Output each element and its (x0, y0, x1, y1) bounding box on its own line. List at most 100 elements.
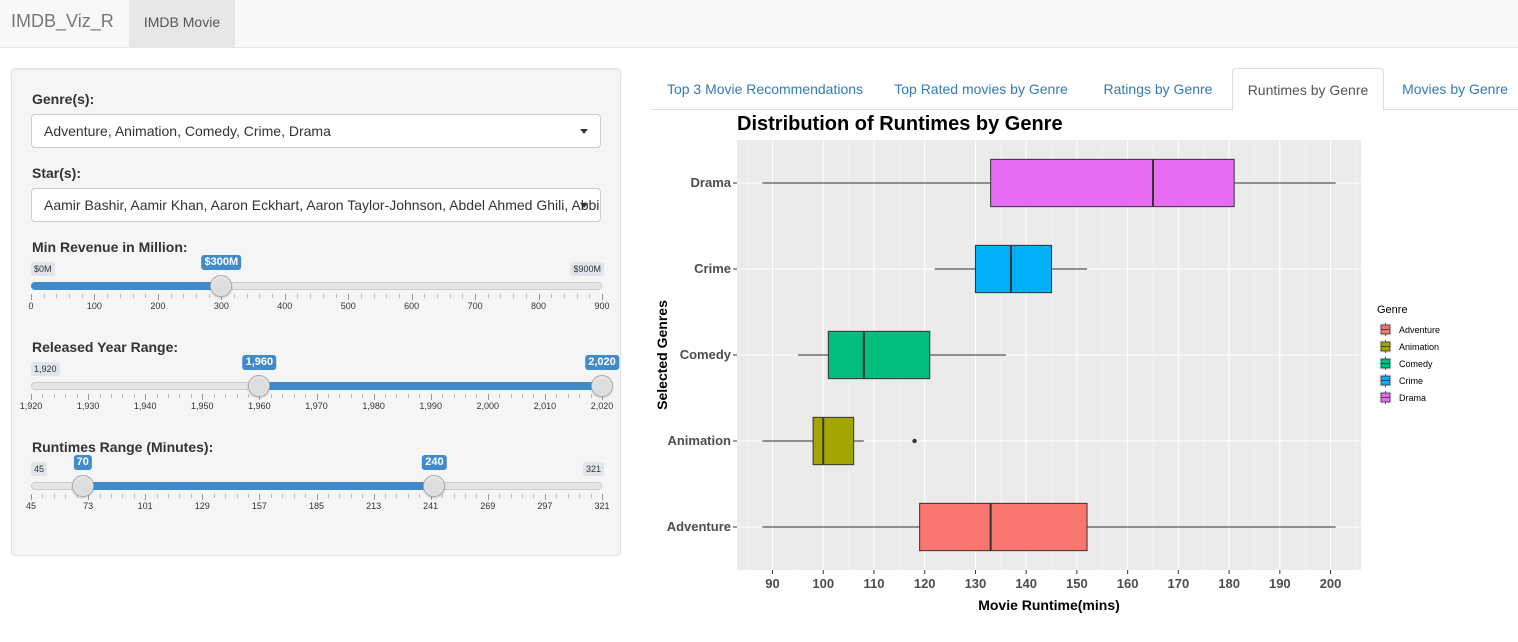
boxes (762, 158, 1336, 552)
runtime-tick-label: 157 (251, 501, 267, 511)
runtime-tick (259, 494, 261, 500)
year-minor-tick (464, 394, 466, 398)
year-label: Released Year Range: (32, 339, 179, 355)
runtime-minor-tick (305, 494, 307, 498)
year-min-label: 1,920 (31, 362, 60, 376)
box-crime (934, 244, 1088, 294)
runtime-tick (31, 494, 32, 500)
tab-runtimes-by-genre[interactable]: Runtimes by Genre (1232, 68, 1384, 111)
year-tick-label: 2,010 (533, 401, 557, 411)
app-brand[interactable]: IMDB_Viz_R (11, 11, 114, 31)
legend-label: Animation (1399, 342, 1439, 352)
runtime-minor-tick (339, 494, 341, 498)
year-minor-tick (247, 394, 249, 398)
revenue-minor-tick (500, 294, 502, 298)
revenue-minor-tick (107, 294, 109, 298)
runtime-minor-tick (476, 494, 478, 498)
box-animation (762, 416, 917, 466)
navbar: IMDB_Viz_R IMDB Movie (0, 0, 1518, 48)
revenue-tick (538, 294, 540, 300)
y-axis-label: Selected Genres (654, 300, 670, 410)
revenue-tick-label: 200 (150, 301, 166, 311)
runtime-from-handle[interactable] (71, 475, 94, 497)
revenue-minor-tick (195, 294, 197, 298)
year-minor-tick (362, 394, 364, 398)
revenue-minor-tick (170, 294, 172, 298)
runtime-tick (88, 494, 90, 500)
runtime-tick-label: 213 (366, 501, 382, 511)
runtime-minor-tick (42, 494, 44, 498)
revenue-minor-tick (183, 294, 185, 298)
revenue-minor-tick (360, 294, 362, 298)
year-minor-tick (327, 394, 329, 398)
year-tick-label: 1,980 (362, 401, 385, 411)
revenue-slider[interactable]: $0M $900M 0 100 200 300 400 500 600 700 800 900 $300… (28, 255, 610, 322)
revenue-minor-tick (81, 294, 83, 298)
year-minor-tick (282, 394, 284, 398)
runtime-minor-tick (419, 494, 421, 498)
runtime-minor-tick (133, 494, 135, 498)
year-minor-tick (133, 394, 135, 398)
tab-top-rated-by-genre[interactable]: Top Rated movies by Genre (894, 81, 1068, 97)
year-tick-label: 2,020 (590, 401, 614, 411)
year-from-handle[interactable] (248, 375, 271, 397)
revenue-minor-tick (525, 294, 527, 298)
legend-label: Drama (1399, 393, 1426, 403)
revenue-fill (31, 282, 222, 290)
nav-tab-imdb-movie[interactable]: IMDB Movie (129, 0, 235, 47)
revenue-minor-tick (208, 294, 210, 298)
revenue-tick (31, 294, 32, 300)
runtime-minor-tick (453, 494, 455, 498)
runtime-minor-tick (590, 494, 592, 498)
revenue-minor-tick (297, 294, 299, 298)
runtime-range-slider[interactable]: 45 321 45 73 101 129 157 185 213 241 269 297 321 70 24… (26, 455, 610, 522)
x-tick-label: 200 (1320, 576, 1342, 591)
tab-top3-recommendations[interactable]: Top 3 Movie Recommendations (666, 81, 864, 97)
tab-ratings-by-genre[interactable]: Ratings by Genre (1103, 81, 1213, 97)
runtime-minor-tick (522, 494, 524, 498)
revenue-minor-tick (69, 294, 71, 298)
year-tick (88, 394, 90, 400)
box-drama (762, 158, 1336, 208)
revenue-tick (284, 294, 286, 300)
runtime-to-value: 240 (422, 455, 447, 470)
year-minor-tick (110, 394, 112, 398)
runtime-minor-tick (179, 494, 181, 498)
year-minor-tick (590, 394, 592, 398)
chart-legend: Genre Adventure Animation Comedy Crime Drama (1377, 304, 1440, 404)
box-iqr (974, 244, 1053, 294)
runtime-tick-label: 185 (308, 501, 325, 511)
revenue-minor-tick (234, 294, 236, 298)
revenue-tick (411, 294, 413, 300)
tab-movies-by-genre[interactable]: Movies by Genre (1402, 81, 1508, 97)
runtime-to-handle[interactable] (423, 475, 446, 497)
runtime-minor-tick (499, 494, 501, 498)
revenue-tick-label: 700 (467, 301, 483, 311)
revenue-value-handle[interactable] (210, 275, 233, 297)
runtime-min-label: 45 (31, 462, 48, 476)
year-to-handle[interactable] (591, 375, 613, 397)
year-minor-tick (53, 394, 55, 398)
runtime-minor-tick (293, 494, 295, 498)
runtime-minor-tick (76, 494, 78, 498)
revenue-minor-tick (551, 294, 553, 298)
year-tick (373, 394, 375, 400)
year-range-slider[interactable]: 1,920 1,920 1,930 1,940 1,950 1,960 1,970 1,980… (20, 355, 619, 422)
runtime-minor-tick (65, 494, 67, 498)
year-minor-tick (305, 394, 307, 398)
runtime-minor-tick (122, 494, 124, 498)
stars-select[interactable]: Aamir Bashir, Aamir Khan, Aaron Eckhart,… (31, 188, 601, 222)
box-iqr (812, 416, 855, 466)
year-minor-tick (476, 394, 478, 398)
y-tick-label: Animation (667, 433, 731, 448)
x-axis-label: Movie Runtime(mins) (978, 597, 1120, 613)
year-minor-tick (339, 394, 341, 398)
y-tick-label: Drama (691, 175, 732, 190)
year-minor-tick (396, 394, 398, 398)
runtime-minor-tick (556, 494, 558, 498)
year-tick (145, 394, 147, 400)
year-minor-tick (225, 394, 227, 398)
revenue-minor-tick (386, 294, 388, 298)
genres-select[interactable]: Adventure, Animation, Comedy, Crime, Dra… (31, 114, 601, 148)
runtime-tick-label: 241 (423, 501, 439, 511)
